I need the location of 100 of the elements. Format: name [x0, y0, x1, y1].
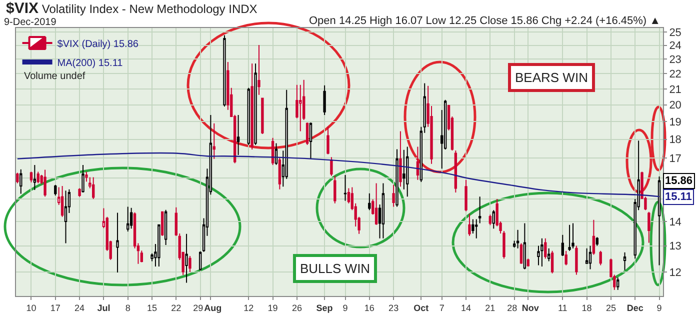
candlestick: [488, 214, 492, 226]
candlestick: [64, 190, 68, 244]
x-tick-label: 14: [461, 302, 472, 313]
candlestick: [454, 150, 458, 194]
candlestick: [188, 256, 192, 272]
candlestick: [323, 84, 326, 116]
candlestick: [44, 169, 46, 198]
x-tick-label: 8: [125, 302, 130, 313]
x-tick-label: Jul: [97, 302, 110, 313]
candlestick: [30, 171, 33, 183]
x-tick-label: 25: [606, 302, 616, 313]
candlestick: [54, 184, 57, 196]
candlestick: [374, 182, 378, 226]
candlestick: [306, 122, 309, 146]
x-tick-label: 29: [193, 302, 204, 313]
x-tick-label: Aug: [204, 302, 222, 313]
annotation: 15.11: [665, 191, 692, 203]
candlestick: [616, 276, 620, 290]
candlestick: [548, 248, 550, 262]
candlestick: [36, 171, 40, 184]
x-tick-label: 24: [74, 302, 85, 313]
candlestick: [588, 245, 592, 270]
annotation: 15.86: [665, 175, 693, 187]
x-tick-label: 26: [292, 302, 302, 313]
candlestick: [78, 188, 81, 198]
annotation: Volume undef: [24, 71, 86, 82]
candlestick: [334, 175, 336, 204]
annotation: BULLS WIN: [300, 261, 370, 276]
candlestick: [572, 222, 574, 249]
chart-title: $VIX Volatility Index - New Methodology INDX: [6, 0, 258, 17]
candlestick: [526, 258, 530, 268]
candlestick: [60, 185, 64, 218]
x-tick-label: 16: [364, 302, 374, 313]
candlestick: [475, 218, 478, 239]
candlestick: [92, 176, 95, 200]
candlestick: [416, 146, 420, 180]
candlestick: [258, 44, 260, 96]
x-tick-label: 17: [50, 302, 60, 313]
candlestick: [592, 219, 596, 256]
candlestick: [564, 250, 568, 266]
text: Open 14.25 High 16.07 Low 12.25 Close 15.86 Chg +2.24 (+16.45%) ▲: [309, 15, 661, 27]
candlestick: [161, 211, 164, 236]
candlestick: [523, 222, 526, 270]
candlestick: [568, 224, 571, 252]
y-tick-label: 20: [669, 100, 682, 112]
candlestick: [368, 192, 371, 211]
chart-subtitle: 9-Dec-2019: [4, 17, 57, 28]
candlestick: [468, 213, 471, 236]
candlestick: [599, 250, 602, 266]
candlestick: [520, 242, 523, 264]
y-tick-label: 19: [669, 116, 682, 129]
legend-label: MA(200) 15.11: [57, 58, 124, 69]
candlestick: [158, 224, 160, 268]
x-tick-label: 21: [485, 302, 496, 313]
y-tick-label: 21: [669, 84, 682, 96]
candlestick: [247, 87, 250, 146]
candlestick: [274, 142, 278, 166]
x-tick-label: 28: [507, 302, 522, 313]
candlestick: [185, 233, 188, 284]
candlestick: [575, 245, 578, 276]
candlestick: [250, 62, 254, 150]
candlestick: [198, 250, 202, 272]
y-tick-label: 18: [669, 134, 682, 146]
x-tick-label: Nov: [522, 302, 539, 313]
x-tick-label: Dec: [626, 302, 644, 313]
y-tick-label: 23: [669, 54, 682, 66]
candlestick: [261, 98, 264, 134]
y-tick-label: 24: [669, 40, 682, 52]
candlestick: [16, 172, 19, 184]
candlestick: [544, 238, 547, 260]
legend-label: $VIX (Daily) 15.86: [57, 38, 139, 50]
candlestick: [299, 84, 302, 132]
x-tick-label: 18: [582, 302, 592, 313]
candlestick: [130, 207, 133, 230]
x-tick-label: 9: [342, 302, 348, 313]
candlestick: [392, 184, 395, 208]
candlestick: [271, 137, 274, 166]
candlestick: [254, 62, 257, 146]
candlestick: [20, 168, 22, 194]
x-tick-label: 7: [439, 302, 444, 313]
x-tick-label: Sep: [316, 302, 334, 313]
candlestick: [344, 174, 347, 202]
candlestick: [223, 34, 226, 108]
x-tick-label: 23: [388, 302, 399, 313]
candlestick: [406, 146, 409, 198]
x-tick-label: Oct: [414, 302, 429, 313]
x-tick-label: 15: [147, 302, 158, 313]
candlestick: [464, 179, 468, 212]
x-tick-label: 22: [171, 302, 182, 313]
candlestick: [330, 156, 333, 176]
x-tick-label: 19: [268, 302, 278, 313]
candlestick: [33, 164, 36, 190]
candlestick: [126, 206, 130, 232]
candlestick: [326, 126, 330, 155]
candlestick: [540, 238, 544, 268]
candlestick: [550, 250, 554, 274]
candlestick: [596, 236, 598, 246]
x-tick-label: 12: [244, 302, 254, 313]
candlestick: [309, 122, 312, 160]
candlestick: [116, 212, 119, 274]
